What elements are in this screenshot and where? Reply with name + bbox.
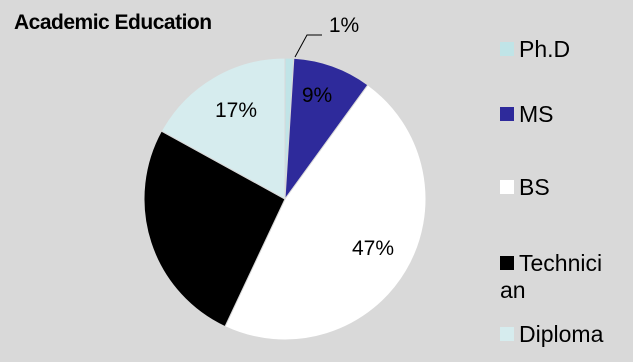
pie-slice-diploma [160, 57, 286, 200]
legend-swatch [500, 180, 514, 194]
legend-label: Technici [519, 250, 602, 276]
legend-swatch [500, 256, 514, 270]
legend-swatch [500, 327, 514, 341]
legend-label: MS [519, 101, 554, 127]
legend-label: Diploma [519, 321, 604, 347]
legend-label: Ph.D [519, 36, 570, 62]
pie-slice-ms [284, 57, 369, 201]
pie-data-labels: 1% 9% 47% 17% [215, 14, 394, 260]
legend-label: BS [519, 174, 550, 200]
data-label: 47% [352, 237, 394, 260]
pie-slice-bs [224, 84, 427, 341]
data-label: 1% [329, 14, 359, 37]
leader-line [294, 34, 322, 58]
data-label: 17% [215, 99, 257, 122]
pie-slices [143, 57, 427, 341]
legend-label: an [500, 277, 526, 303]
chart-title: Academic Education [14, 11, 212, 34]
data-label: 9% [302, 84, 332, 107]
legend-swatch [500, 107, 514, 121]
legend-swatch [500, 42, 514, 56]
